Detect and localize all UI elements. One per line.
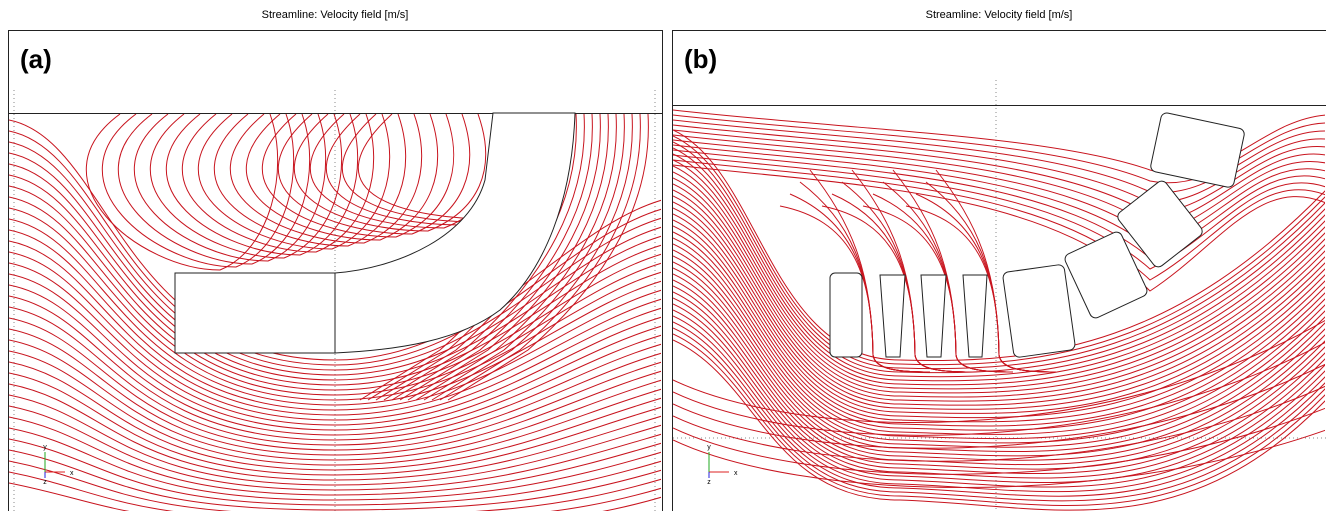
axis-label: y xyxy=(43,444,47,451)
panel-title: Streamline: Velocity field [m/s] xyxy=(262,9,409,21)
panel-label: (a) xyxy=(20,44,52,74)
axis-label: x xyxy=(734,470,738,477)
obstacle xyxy=(1002,264,1075,358)
axis-label: x xyxy=(70,470,74,477)
obstacle xyxy=(830,273,862,357)
figure: Streamline: Velocity field [m/s] Streaml… xyxy=(0,0,1326,511)
axis-label: z xyxy=(43,479,47,486)
obstacle xyxy=(175,273,335,353)
axis-label: z xyxy=(707,479,711,486)
panel-label: (b) xyxy=(684,44,717,74)
panel-title: Streamline: Velocity field [m/s] xyxy=(926,9,1073,21)
axis-label: y xyxy=(707,444,711,451)
